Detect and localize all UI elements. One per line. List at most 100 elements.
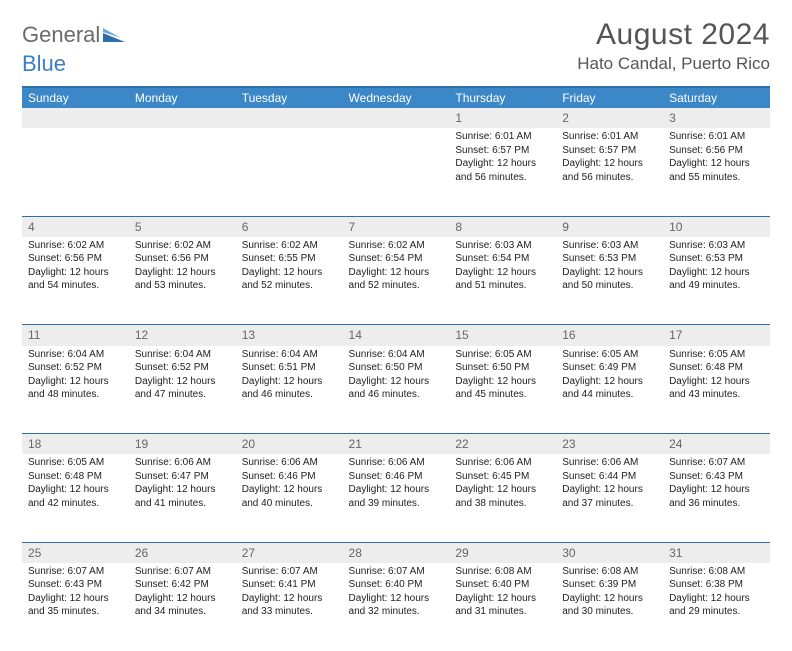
sunrise-text: Sunrise: 6:04 AM	[28, 348, 123, 362]
day-detail: Sunrise: 6:07 AMSunset: 6:42 PMDaylight:…	[129, 563, 236, 651]
sunrise-text: Sunrise: 6:03 AM	[669, 239, 764, 253]
sunrise-text: Sunrise: 6:02 AM	[135, 239, 230, 253]
sunrise-text: Sunrise: 6:02 AM	[242, 239, 337, 253]
day-detail: Sunrise: 6:05 AMSunset: 6:48 PMDaylight:…	[22, 454, 129, 542]
day-number: 12	[129, 325, 236, 346]
day-detail-row: Sunrise: 6:04 AMSunset: 6:52 PMDaylight:…	[22, 346, 770, 434]
day-number-row: 18192021222324	[22, 434, 770, 455]
day-detail: Sunrise: 6:04 AMSunset: 6:51 PMDaylight:…	[236, 346, 343, 434]
logo-text-blue: Blue	[22, 51, 66, 76]
sunset-text: Sunset: 6:40 PM	[349, 578, 444, 592]
sunset-text: Sunset: 6:38 PM	[669, 578, 764, 592]
day-detail: Sunrise: 6:03 AMSunset: 6:53 PMDaylight:…	[663, 237, 770, 325]
daylight-text: Daylight: 12 hours and 33 minutes.	[242, 592, 337, 619]
sunset-text: Sunset: 6:51 PM	[242, 361, 337, 375]
day-detail: Sunrise: 6:04 AMSunset: 6:52 PMDaylight:…	[129, 346, 236, 434]
logo-text-general: General	[22, 22, 100, 47]
sunset-text: Sunset: 6:50 PM	[455, 361, 550, 375]
sunrise-text: Sunrise: 6:02 AM	[28, 239, 123, 253]
sunrise-text: Sunrise: 6:08 AM	[562, 565, 657, 579]
day-number: 2	[556, 108, 663, 128]
title-month: August 2024	[577, 18, 770, 52]
day-detail: Sunrise: 6:07 AMSunset: 6:41 PMDaylight:…	[236, 563, 343, 651]
day-number: 3	[663, 108, 770, 128]
day-number: 13	[236, 325, 343, 346]
day-detail: Sunrise: 6:06 AMSunset: 6:46 PMDaylight:…	[236, 454, 343, 542]
sunrise-text: Sunrise: 6:03 AM	[455, 239, 550, 253]
sunrise-text: Sunrise: 6:07 AM	[669, 456, 764, 470]
sunset-text: Sunset: 6:52 PM	[28, 361, 123, 375]
day-number: 8	[449, 216, 556, 237]
sunrise-text: Sunrise: 6:05 AM	[669, 348, 764, 362]
daylight-text: Daylight: 12 hours and 52 minutes.	[242, 266, 337, 293]
sunset-text: Sunset: 6:42 PM	[135, 578, 230, 592]
daylight-text: Daylight: 12 hours and 51 minutes.	[455, 266, 550, 293]
day-number-row: 123	[22, 108, 770, 128]
title-location: Hato Candal, Puerto Rico	[577, 54, 770, 74]
day-header: Sunday	[22, 87, 129, 108]
sunrise-text: Sunrise: 6:01 AM	[669, 130, 764, 144]
day-detail	[129, 128, 236, 216]
day-detail	[236, 128, 343, 216]
day-number: 4	[22, 216, 129, 237]
sunrise-text: Sunrise: 6:04 AM	[349, 348, 444, 362]
sunrise-text: Sunrise: 6:07 AM	[28, 565, 123, 579]
day-header: Thursday	[449, 87, 556, 108]
day-number: 25	[22, 542, 129, 563]
day-detail: Sunrise: 6:05 AMSunset: 6:49 PMDaylight:…	[556, 346, 663, 434]
sunrise-text: Sunrise: 6:06 AM	[242, 456, 337, 470]
sunrise-text: Sunrise: 6:04 AM	[135, 348, 230, 362]
sunset-text: Sunset: 6:48 PM	[669, 361, 764, 375]
day-detail: Sunrise: 6:03 AMSunset: 6:54 PMDaylight:…	[449, 237, 556, 325]
sunset-text: Sunset: 6:55 PM	[242, 252, 337, 266]
day-detail	[343, 128, 450, 216]
daylight-text: Daylight: 12 hours and 53 minutes.	[135, 266, 230, 293]
day-detail: Sunrise: 6:07 AMSunset: 6:43 PMDaylight:…	[22, 563, 129, 651]
day-number-row: 45678910	[22, 216, 770, 237]
daylight-text: Daylight: 12 hours and 43 minutes.	[669, 375, 764, 402]
day-header: Monday	[129, 87, 236, 108]
day-header: Friday	[556, 87, 663, 108]
daylight-text: Daylight: 12 hours and 34 minutes.	[135, 592, 230, 619]
sunset-text: Sunset: 6:57 PM	[562, 144, 657, 158]
day-detail: Sunrise: 6:08 AMSunset: 6:38 PMDaylight:…	[663, 563, 770, 651]
daylight-text: Daylight: 12 hours and 49 minutes.	[669, 266, 764, 293]
day-number-row: 11121314151617	[22, 325, 770, 346]
sunrise-text: Sunrise: 6:02 AM	[349, 239, 444, 253]
day-number	[236, 108, 343, 128]
daylight-text: Daylight: 12 hours and 32 minutes.	[349, 592, 444, 619]
day-number: 23	[556, 434, 663, 455]
day-detail: Sunrise: 6:06 AMSunset: 6:45 PMDaylight:…	[449, 454, 556, 542]
sunset-text: Sunset: 6:50 PM	[349, 361, 444, 375]
sunset-text: Sunset: 6:41 PM	[242, 578, 337, 592]
sunrise-text: Sunrise: 6:04 AM	[242, 348, 337, 362]
day-number: 27	[236, 542, 343, 563]
day-detail: Sunrise: 6:03 AMSunset: 6:53 PMDaylight:…	[556, 237, 663, 325]
day-detail-row: Sunrise: 6:01 AMSunset: 6:57 PMDaylight:…	[22, 128, 770, 216]
day-header: Wednesday	[343, 87, 450, 108]
daylight-text: Daylight: 12 hours and 36 minutes.	[669, 483, 764, 510]
day-number: 9	[556, 216, 663, 237]
sunset-text: Sunset: 6:47 PM	[135, 470, 230, 484]
daylight-text: Daylight: 12 hours and 46 minutes.	[242, 375, 337, 402]
day-number: 21	[343, 434, 450, 455]
day-detail-row: Sunrise: 6:05 AMSunset: 6:48 PMDaylight:…	[22, 454, 770, 542]
sunset-text: Sunset: 6:57 PM	[455, 144, 550, 158]
day-number: 24	[663, 434, 770, 455]
header: General Blue August 2024 Hato Candal, Pu…	[22, 18, 770, 76]
sunset-text: Sunset: 6:45 PM	[455, 470, 550, 484]
day-number: 26	[129, 542, 236, 563]
day-number	[129, 108, 236, 128]
day-detail: Sunrise: 6:04 AMSunset: 6:50 PMDaylight:…	[343, 346, 450, 434]
sunset-text: Sunset: 6:56 PM	[135, 252, 230, 266]
daylight-text: Daylight: 12 hours and 55 minutes.	[669, 157, 764, 184]
daylight-text: Daylight: 12 hours and 47 minutes.	[135, 375, 230, 402]
logo: General Blue	[22, 24, 127, 76]
sunrise-text: Sunrise: 6:01 AM	[562, 130, 657, 144]
daylight-text: Daylight: 12 hours and 56 minutes.	[455, 157, 550, 184]
daylight-text: Daylight: 12 hours and 46 minutes.	[349, 375, 444, 402]
day-number: 20	[236, 434, 343, 455]
day-number: 1	[449, 108, 556, 128]
daylight-text: Daylight: 12 hours and 50 minutes.	[562, 266, 657, 293]
sunset-text: Sunset: 6:53 PM	[669, 252, 764, 266]
